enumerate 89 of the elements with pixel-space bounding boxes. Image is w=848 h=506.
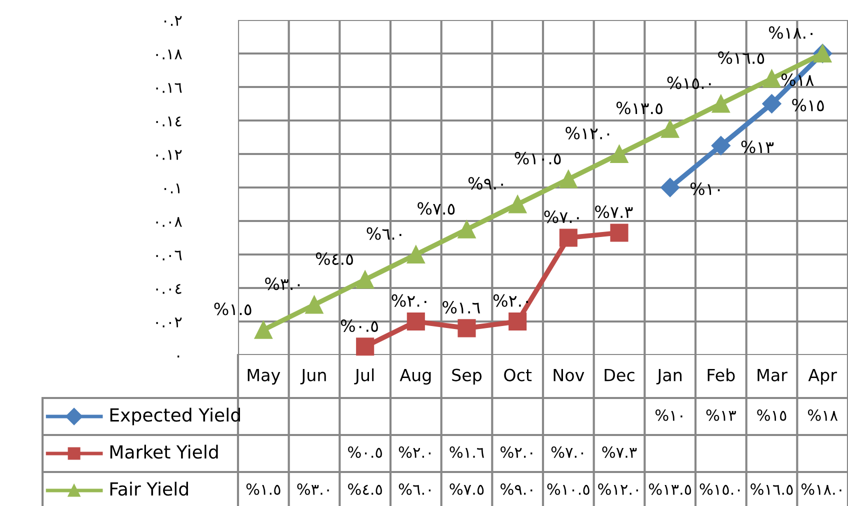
x-tick-label: Apr: [808, 368, 837, 385]
y-tick-label: ٠.٠٢: [156, 318, 182, 328]
data-label: %١٣.٥: [648, 483, 692, 495]
text: %٤.٥: [316, 252, 353, 266]
data-label: %٦.٠: [398, 483, 431, 495]
data-label: %١٥.٠: [700, 483, 740, 495]
point: [660, 178, 680, 198]
data-label: %١٣: [706, 409, 736, 421]
data-label: %٧.٣: [602, 446, 637, 458]
text: %١٠.٥: [514, 152, 561, 165]
text: %١٥: [792, 98, 824, 112]
text: %١٦.٥: [718, 51, 764, 64]
point: [762, 70, 781, 88]
point: [559, 228, 578, 247]
data-label: %٢.٠: [500, 446, 532, 458]
point: [661, 120, 680, 138]
point: [458, 319, 476, 338]
point: [406, 312, 425, 331]
text: %١.٦: [442, 300, 480, 314]
text: %٢.٠: [392, 294, 426, 307]
data-label: %٠.٥: [348, 446, 382, 458]
x-tick-label: May: [248, 368, 280, 385]
y-tick-label: ٠.١: [164, 184, 180, 194]
y-tick-label: ٠.١٨: [156, 50, 182, 60]
data-label: %١٨: [808, 409, 838, 421]
x-tick-label: Feb: [708, 368, 735, 382]
text: %٣.٠: [265, 278, 300, 290]
x-tick-label: Mar: [758, 368, 788, 382]
data-label: %٧.٠: [551, 446, 584, 458]
data-label: %٧.٥: [450, 483, 484, 495]
y-tick-label: ٠.٠٦: [156, 250, 182, 260]
legend-label: Fair Yield: [110, 482, 188, 496]
x-tick-label: Dec: [604, 368, 634, 382]
point: [356, 338, 374, 356]
text: %١٠: [690, 182, 720, 196]
text: %٧.٥: [418, 202, 455, 215]
legend-label: Expected Yield: [110, 408, 240, 426]
data-label: %١٨.٠: [801, 483, 842, 495]
y-tick-label: ٠.٢: [164, 16, 182, 26]
y-tick-label: ٠.١٤: [156, 116, 182, 126]
point: [356, 270, 374, 289]
y-tick-label: ٠.١٢: [156, 150, 182, 160]
data-label: %٢.٠: [398, 446, 431, 458]
y-tick-label: ٠: [178, 356, 180, 358]
data-label: %١٥: [757, 409, 786, 421]
point: [712, 94, 730, 113]
point: [762, 94, 782, 114]
text: %٠.٥: [340, 319, 378, 332]
point: [610, 144, 628, 164]
y-tick-label: ٠.٠٨: [156, 217, 182, 227]
x-tick-label: Sep: [452, 368, 482, 385]
x-tick-label: Aug: [400, 368, 431, 385]
x-tick-label: Jul: [354, 368, 374, 384]
data-label: %١.٦: [450, 446, 484, 458]
point: [458, 220, 476, 238]
point: [559, 170, 578, 188]
text: %٧.٣: [595, 206, 633, 218]
data-label: %١.٥: [246, 483, 280, 495]
data-label: %٤.٥: [348, 483, 382, 495]
text: %٦.٠: [366, 227, 402, 240]
point: [305, 296, 324, 314]
text: %١٣.٥: [616, 102, 662, 114]
data-label: %١٠.٥: [547, 483, 590, 495]
data-label: %١٢.٠: [598, 483, 638, 495]
point: [610, 224, 628, 242]
x-tick-label: Nov: [554, 368, 584, 382]
x-tick-label: Oct: [504, 368, 532, 382]
data-label: %٩.٠: [500, 483, 532, 495]
data-label: %١٠: [655, 409, 682, 421]
data-label: %٣.٠: [297, 483, 329, 495]
text: %١٨.٠: [768, 26, 812, 39]
y-tick-label: ٠.١٦: [156, 83, 182, 93]
point: [508, 195, 527, 214]
y-tick-label: ٠.٠٤: [156, 284, 182, 294]
text: %١٢.٠: [566, 126, 610, 140]
point: [711, 136, 730, 156]
text: %٩.٠: [468, 177, 503, 190]
text: %١.٥: [214, 302, 252, 316]
x-tick-label: Jun: [300, 368, 326, 384]
text: %١٥.٠: [667, 76, 711, 90]
legend-label: Market Yield: [110, 444, 218, 459]
point: [254, 320, 272, 339]
text: %٧.٠: [544, 210, 579, 224]
x-tick-label: Jan: [656, 368, 682, 384]
text: %١٣: [741, 140, 774, 154]
data-label: %١٦.٥: [750, 483, 793, 495]
text: %٢.٠: [493, 294, 528, 307]
point: [508, 312, 527, 331]
point: [406, 245, 425, 264]
